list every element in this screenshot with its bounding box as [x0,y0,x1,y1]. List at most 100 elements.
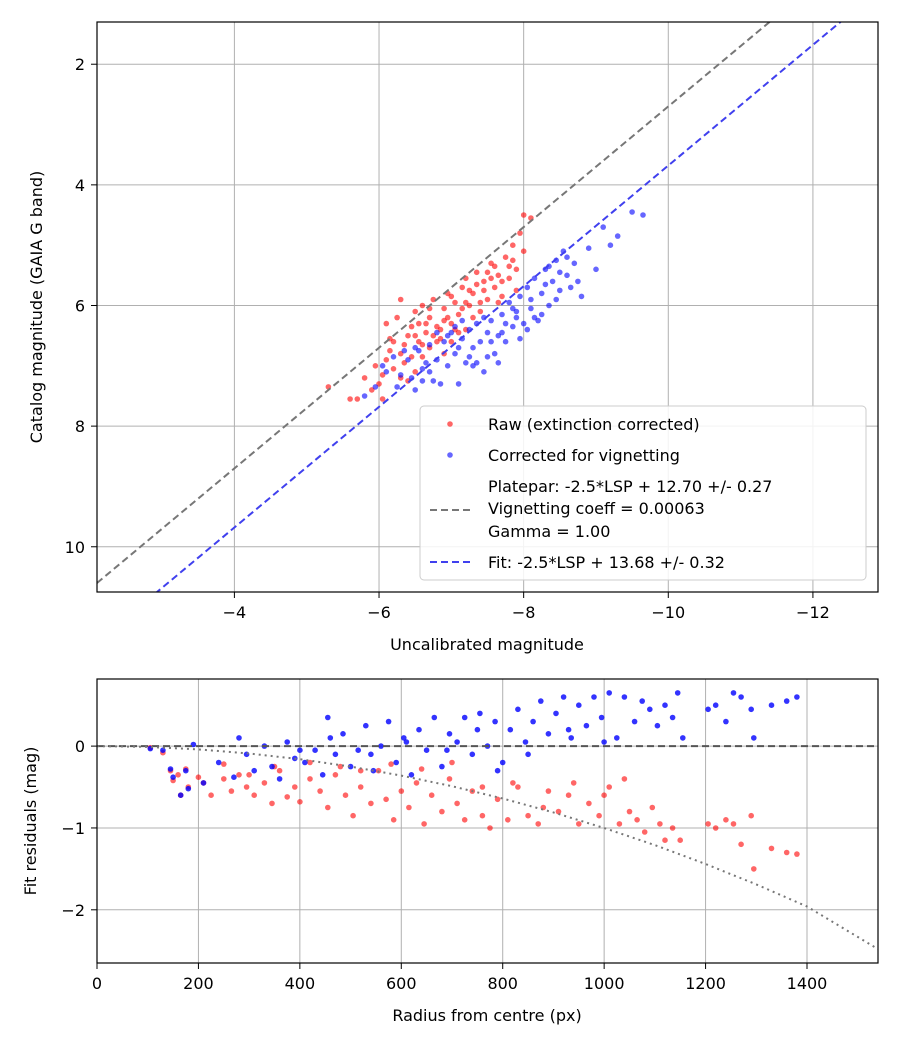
bottom-point-series-1 [215,759,222,766]
bottom-point-series-1 [385,718,392,725]
top-point-series-1 [426,341,433,348]
top-point-series-1 [361,393,368,399]
bottom-point-series-0 [634,817,640,823]
bottom-point-series-0 [576,821,582,827]
bottom-point-series-1 [507,726,514,733]
top-point-series-1 [412,387,419,393]
top-point-series-0 [452,299,458,306]
bottom-point-series-0 [228,788,235,794]
bottom-point-series-1 [654,722,661,729]
top-point-series-1 [488,317,494,324]
top-point-series-0 [426,314,433,321]
bottom-point-series-1 [530,718,536,725]
top-point-series-1 [412,344,419,351]
top-point-series-0 [491,284,498,291]
top-x-tick-label: −6 [367,603,391,622]
top-point-series-1 [452,350,458,357]
top-x-tick-label: −12 [796,603,830,622]
bottom-point-series-0 [446,776,453,782]
bottom-point-series-0 [626,808,633,815]
bottom-point-series-1 [606,690,612,696]
bottom-y-tick-label: −1 [61,819,85,838]
bottom-point-series-1 [748,706,754,713]
bottom-point-series-1 [312,747,318,753]
bottom-point-series-1 [598,714,605,721]
top-x-tick-label: −10 [651,603,685,622]
bottom-point-series-1 [591,694,597,700]
top-point-series-1 [585,245,592,251]
bottom-point-series-0 [243,784,250,790]
bottom-point-series-0 [368,800,374,807]
top-point-series-0 [423,329,429,336]
top-point-series-0 [419,302,426,309]
top-point-series-1 [470,363,476,369]
top-point-series-0 [405,332,411,339]
bottom-point-series-0 [398,788,405,794]
bottom-point-series-1 [538,698,544,704]
bottom-point-series-0 [276,767,283,774]
bottom-point-series-0 [641,829,648,835]
bottom-point-series-0 [621,776,628,782]
bottom-point-series-0 [307,759,313,766]
top-point-series-1 [564,272,570,279]
top-point-series-1 [510,305,516,312]
top-point-series-1 [455,344,462,351]
bottom-x-tick-label: 400 [285,974,316,993]
bottom-point-series-1 [621,694,628,700]
bottom-point-series-1 [236,735,242,741]
top-point-series-0 [412,332,419,339]
bottom-point-series-1 [783,698,790,704]
bottom-point-series-0 [601,792,607,798]
top-point-series-1 [463,360,469,366]
top-point-series-1 [557,269,563,276]
bottom-point-series-0 [284,794,291,800]
top-point-series-0 [397,296,404,303]
legend-corrected-label: Corrected for vignetting [488,446,680,465]
top-point-series-1 [499,329,505,336]
bottom-point-series-0 [307,776,313,782]
bottom-point-series-1 [680,735,686,741]
bottom-point-series-0 [317,788,323,794]
bottom-point-series-1 [327,735,334,741]
top-point-series-0 [477,299,484,306]
top-point-series-1 [567,284,574,291]
top-point-series-1 [390,354,397,360]
bottom-point-series-1 [525,751,531,758]
bottom-y-tick-label: 0 [75,737,85,756]
top-point-series-0 [510,242,516,248]
top-point-series-1 [495,332,502,339]
top-point-series-0 [361,375,368,381]
bottom-point-series-0 [251,792,257,798]
bottom-point-series-1 [200,780,207,786]
bottom-point-series-0 [586,800,592,807]
top-point-series-1 [466,354,473,360]
top-point-series-1 [430,378,437,384]
top-y-tick-label: 10 [65,538,85,557]
bottom-point-series-1 [474,726,481,733]
bottom-ticks: 0 200 400 600 800 1000 1200 1400 0 −1 −2 [61,737,827,993]
top-point-series-1 [640,212,646,218]
bottom-point-series-1 [251,767,257,774]
top-point-series-1 [419,378,426,384]
bottom-point-series-0 [357,784,364,790]
bottom-point-series-0 [748,812,754,819]
top-point-series-0 [401,341,408,348]
bottom-point-series-0 [555,808,562,815]
top-point-series-0 [510,257,516,264]
top-axes-frame [96,21,879,593]
top-point-series-0 [495,272,502,279]
bottom-point-series-1 [553,710,559,717]
top-point-series-0 [412,308,419,315]
top-point-series-0 [419,341,426,348]
top-point-series-0 [520,248,527,254]
top-point-series-1 [502,320,509,327]
top-point-series-1 [481,369,487,375]
bottom-point-series-0 [350,812,356,819]
bottom-line-series-3 [97,745,878,950]
bottom-point-series-1 [477,710,483,717]
top-x-tick-label: −4 [223,603,247,622]
top-point-series-0 [394,314,400,321]
top-point-series-1 [564,254,570,260]
bottom-point-series-0 [428,792,435,798]
bottom-point-series-1 [454,739,460,745]
